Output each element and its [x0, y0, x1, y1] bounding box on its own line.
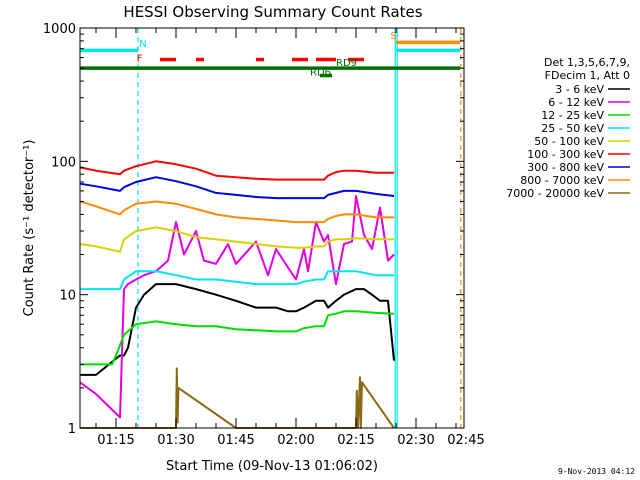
x-tick-label: 01:15 — [97, 433, 134, 448]
legend-label-1: 6 - 12 keV — [548, 96, 604, 109]
series-line-6 — [79, 176, 395, 200]
x-tick-label: 02:30 — [397, 433, 434, 448]
legend-label-5: 100 - 300 keV — [527, 148, 604, 161]
y-tick-label: 10 — [59, 289, 76, 304]
annotation-label-rd6: RD6 — [310, 68, 331, 79]
x-tick-label: 01:30 — [157, 433, 194, 448]
legend: Det 1,3,5,6,7,9, FDecim 1, Att 0 3 - 6 k… — [506, 56, 630, 200]
legend-label-0: 3 - 6 keV — [555, 83, 604, 96]
series-line-3 — [80, 270, 394, 291]
legend-header-line-1: Det 1,3,5,6,7,9, — [544, 56, 630, 69]
legend-label-3: 25 - 50 keV — [541, 122, 604, 135]
series-line-7 — [79, 200, 394, 224]
y-tick-label: 1 — [68, 422, 76, 437]
series-line-2 — [80, 310, 395, 366]
x-tick-label: 01:45 — [217, 433, 254, 448]
annotation-label-rd9: RD9 — [336, 58, 357, 69]
legend-header-line-2: FDecim 1, Att 0 — [545, 69, 630, 82]
y-tick-label: 1000 — [43, 22, 76, 37]
footer-timestamp: 9-Nov-2013 04:12 — [558, 467, 635, 476]
annotation-label-n: N — [139, 39, 146, 50]
legend-label-2: 12 - 25 keV — [541, 109, 604, 122]
annotation-label-f: F — [137, 54, 143, 65]
x-tick-label: 02:00 — [277, 433, 314, 448]
series-line-4 — [79, 226, 394, 253]
annotation-label-s: S — [390, 31, 396, 42]
legend-label-4: 50 - 100 keV — [534, 135, 604, 148]
plot-frame — [79, 27, 465, 429]
x-axis-label: Start Time (09-Nov-13 01:06:02) — [166, 459, 378, 474]
series-line-5 — [79, 160, 394, 181]
chart-title: HESSI Observing Summary Count Rates — [123, 3, 422, 21]
y-axis-label: Count Rate (s⁻¹ detector⁻¹) — [22, 140, 37, 317]
x-tick-label: 02:15 — [337, 433, 374, 448]
y-tick-label: 100 — [51, 155, 76, 170]
x-tick-label: 02:45 — [447, 433, 484, 448]
series-line-1 — [79, 195, 395, 419]
legend-label-7: 800 - 7000 keV — [520, 174, 604, 187]
legend-label-8: 7000 - 20000 keV — [506, 187, 604, 200]
legend-label-6: 300 - 800 keV — [527, 161, 604, 174]
